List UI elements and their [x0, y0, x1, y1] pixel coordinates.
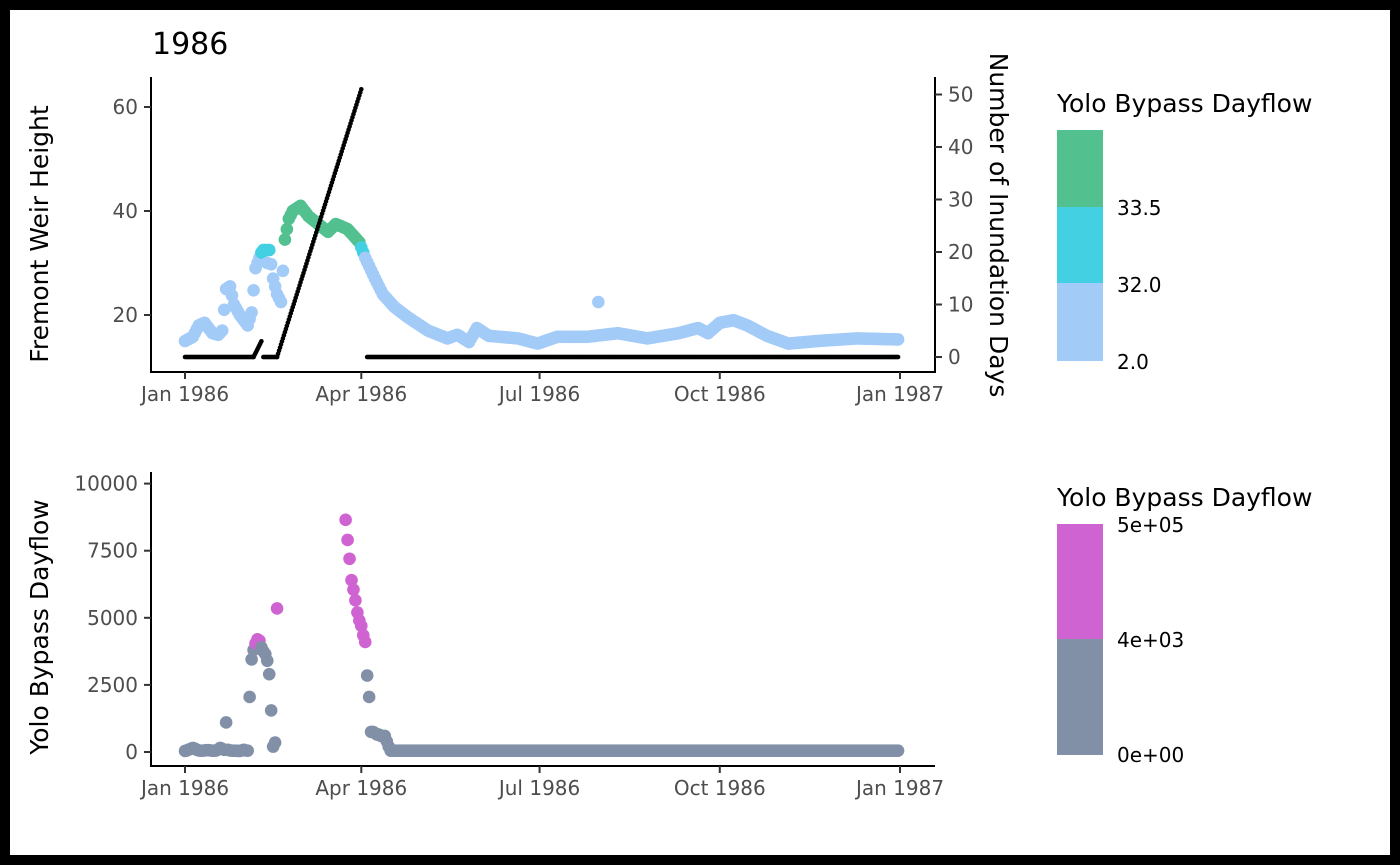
bottom-panel: 0 2500 5000 7500 10000 Jan 1986 Apr 1986 Jul 1…: [25, 472, 1312, 800]
bottom-legend-title: Yolo Bypass Dayflow: [1056, 483, 1312, 512]
dayflow-point: [343, 552, 356, 566]
top-y-tick-label: 60: [113, 95, 138, 119]
bottom-x-tick-label: Jan 1986: [139, 776, 229, 800]
top-legend-label-1: 33.5: [1117, 196, 1162, 220]
bottom-x-tick-label: Jan 1987: [854, 776, 944, 800]
top-x-tick-label: Jul 1986: [497, 382, 580, 406]
top-x-tick-label: Jan 1986: [139, 382, 229, 406]
weir-height-point: [245, 306, 258, 319]
top-y2-tick-label: 10: [948, 293, 973, 317]
weir-height-point: [255, 246, 268, 259]
top-panel: 1986 20 40 60 0 10 20 30 40 50 Jan 1986 Apr 1986…: [25, 27, 1312, 406]
bottom-y-tick-label: 2500: [87, 673, 138, 697]
bottom-x-tick-label: Jul 1986: [497, 776, 580, 800]
top-y2-tick-label: 50: [948, 83, 973, 107]
weir-height-point: [280, 222, 294, 236]
inundation-day-point: [359, 86, 364, 92]
top-x-tick-label: Apr 1986: [315, 382, 407, 406]
bottom-legend-swatch-low: [1057, 639, 1103, 755]
bottom-legend: Yolo Bypass Dayflow 5e+05 4e+03 0e+00: [1056, 483, 1312, 767]
inundation-day-point: [895, 354, 901, 360]
dayflow-point: [260, 654, 274, 668]
dayflow-point: [349, 594, 362, 607]
dayflow-point: [891, 744, 905, 757]
figure-canvas: 1986 20 40 60 0 10 20 30 40 50 Jan 1986 Apr 1986…: [25, 27, 1312, 800]
bottom-legend-label-2: 4e+03: [1117, 628, 1184, 652]
dayflow-point: [270, 602, 284, 615]
dayflow-point: [339, 513, 352, 527]
top-y-axis-label: Fremont Weir Height: [25, 105, 54, 363]
top-y-tick-label: 20: [113, 303, 138, 327]
dayflow-point: [262, 667, 276, 681]
dayflow-point: [347, 583, 360, 596]
dayflow-point: [355, 619, 368, 633]
weir-height-point: [276, 264, 290, 278]
bottom-y-tick-label: 7500: [87, 539, 138, 563]
weir-height-point: [278, 233, 292, 246]
bottom-y-tick-label: 5000: [87, 606, 138, 630]
bottom-x-tick-label: Oct 1986: [674, 776, 766, 800]
dayflow-point: [243, 690, 256, 704]
top-y-ticks: 20 40 60: [113, 95, 151, 327]
weir-height-point: [274, 295, 288, 309]
top-chart-title: 1986: [152, 27, 228, 62]
top-legend: Yolo Bypass Dayflow 33.5 32.0 2.0: [1056, 89, 1312, 374]
dayflow-point: [241, 744, 254, 757]
top-legend-label-2: 32.0: [1117, 273, 1162, 297]
bottom-y-axis-label: Yolo Bypass Dayflow: [25, 499, 54, 755]
inundation-day-point: [259, 338, 264, 344]
weir-height-point: [215, 324, 229, 337]
top-legend-swatch-low: [1057, 283, 1103, 361]
top-y2-tick-label: 40: [948, 135, 973, 159]
bottom-y-tick-label: 0: [125, 740, 138, 764]
top-y2-axis-label: Number of Inundation Days: [984, 53, 1013, 398]
top-legend-swatch-mid: [1057, 207, 1103, 284]
weir-height-point: [247, 284, 260, 297]
weir-height-point: [260, 256, 274, 270]
top-x-tick-label: Oct 1986: [674, 382, 766, 406]
dayflow-point: [341, 533, 354, 547]
dayflow-point: [219, 716, 233, 729]
bottom-x-ticks: Jan 1986 Apr 1986 Jul 1986 Oct 1986 Jan 1987: [139, 766, 944, 800]
dayflow-point: [382, 740, 396, 753]
top-x-ticks: Jan 1986 Apr 1986 Jul 1986 Oct 1986 Jan 1987: [139, 372, 944, 406]
top-legend-label-3: 2.0: [1117, 350, 1149, 374]
top-y2-tick-label: 30: [948, 188, 973, 212]
top-y-tick-label: 40: [113, 199, 138, 223]
dayflow-point: [362, 690, 376, 704]
dayflow-point: [245, 653, 258, 666]
top-inundation-days-points: [182, 86, 901, 360]
weir-height-point: [217, 303, 231, 317]
bottom-legend-swatch-high: [1057, 524, 1103, 640]
dayflow-point: [345, 573, 358, 587]
top-legend-title: Yolo Bypass Dayflow: [1056, 89, 1312, 118]
dayflow-point: [358, 635, 372, 649]
top-y2-tick-label: 20: [948, 240, 973, 264]
top-legend-swatch-high: [1057, 130, 1103, 208]
bottom-dayflow-points: [178, 513, 905, 758]
bottom-y-tick-label: 10000: [74, 472, 138, 496]
figure-frame: 1986 20 40 60 0 10 20 30 40 50 Jan 1986 Apr 1986…: [10, 10, 1390, 855]
top-height-points: [178, 199, 905, 350]
weir-height-point: [891, 333, 905, 346]
top-x-tick-label: Jan 1987: [854, 382, 944, 406]
weir-height-point: [592, 295, 605, 309]
top-y2-tick-label: 0: [948, 345, 961, 369]
dayflow-point: [264, 704, 278, 717]
bottom-y-ticks: 0 2500 5000 7500 10000: [74, 472, 151, 764]
bottom-legend-label-1: 5e+05: [1117, 513, 1184, 537]
bottom-x-tick-label: Apr 1986: [315, 776, 407, 800]
bottom-legend-label-3: 0e+00: [1117, 743, 1184, 767]
dayflow-point: [360, 669, 374, 682]
dayflow-point: [268, 736, 282, 749]
top-y2-ticks: 0 10 20 30 40 50: [935, 83, 973, 369]
